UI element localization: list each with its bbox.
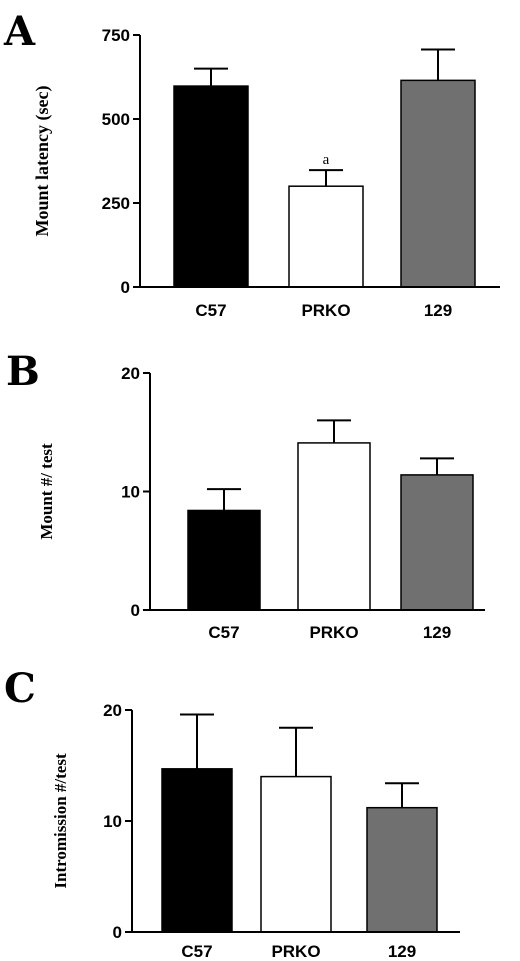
- y-tick-label: 10: [121, 483, 140, 502]
- y-tick-label: 20: [103, 701, 122, 720]
- x-tick-label: PRKO: [271, 942, 320, 961]
- chart-panel-b: B Mount #/ test C57 PRKO 129 0 10 20: [6, 348, 485, 642]
- chart-panel-a: A Mount latency (sec) C57 a PRKO 129 0 250 500 75…: [3, 8, 500, 320]
- y-tick-label: 250: [102, 194, 130, 213]
- bar-c57: [173, 85, 249, 288]
- y-axis-label: Intromission #/test: [51, 753, 70, 889]
- x-tick-label: PRKO: [301, 301, 350, 320]
- y-axis-label: Mount #/ test: [37, 443, 56, 540]
- x-tick-label: C57: [195, 301, 226, 320]
- x-tick-label: 129: [388, 942, 416, 961]
- y-tick-label: 750: [102, 26, 130, 45]
- panel-letter: A: [3, 8, 36, 55]
- bar-129: [400, 474, 474, 611]
- bar-129: [366, 806, 438, 933]
- bar-129: [400, 79, 476, 288]
- bar-prko: [288, 185, 364, 288]
- y-tick-label: 0: [113, 923, 122, 942]
- x-tick-label: C57: [208, 623, 239, 642]
- panel-letter: C: [4, 665, 36, 712]
- y-tick-label: 0: [131, 601, 140, 620]
- x-tick-label: 129: [424, 301, 452, 320]
- y-tick-label: 10: [103, 812, 122, 831]
- x-tick-label: PRKO: [309, 623, 358, 642]
- bar-c57: [187, 509, 261, 611]
- x-tick-label: 129: [423, 623, 451, 642]
- y-tick-label: 0: [121, 278, 130, 297]
- chart-panel-c: C Intromission #/test C57 PRKO 129 0 10 20: [4, 665, 460, 961]
- y-tick-label: 20: [121, 364, 140, 383]
- bar-prko: [260, 775, 332, 933]
- y-tick-label: 500: [102, 110, 130, 129]
- x-tick-label: C57: [181, 942, 212, 961]
- significance-annotation: a: [323, 152, 330, 168]
- bar-prko: [297, 442, 371, 611]
- y-axis-label: Mount latency (sec): [32, 86, 53, 237]
- bar-c57: [161, 768, 233, 933]
- panel-letter: B: [6, 348, 40, 395]
